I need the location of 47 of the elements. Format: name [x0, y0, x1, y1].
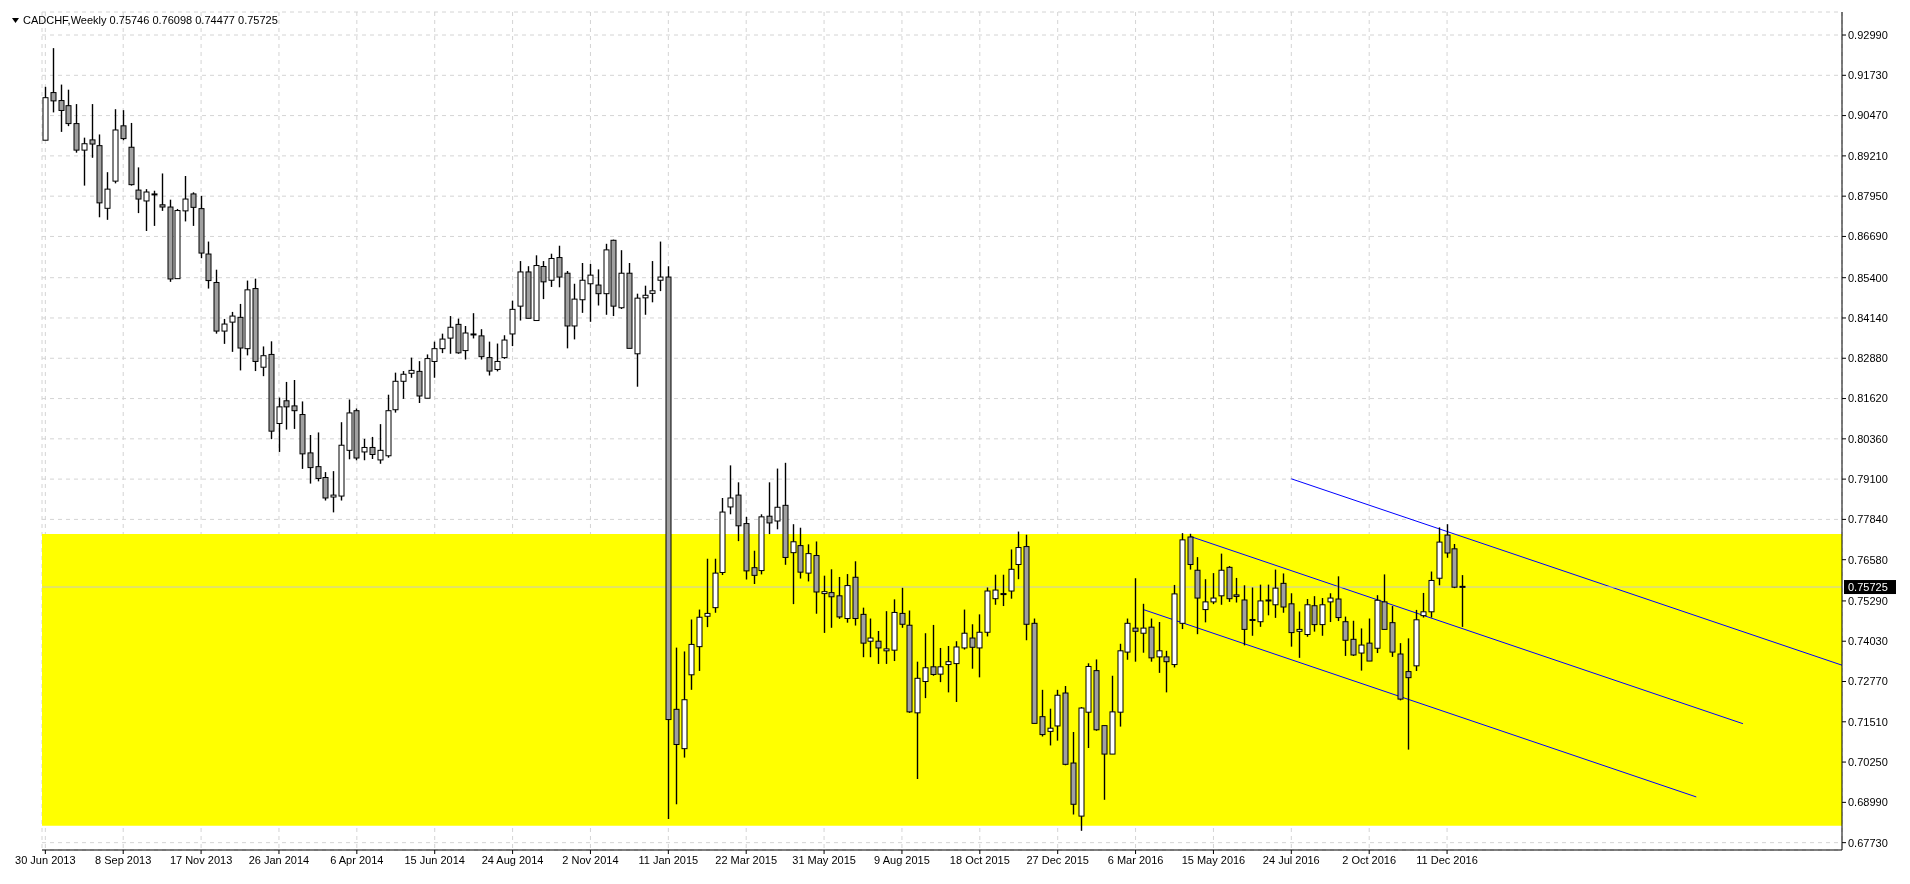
y-tick-label: 0.77840: [1848, 513, 1888, 526]
x-tick-label: 2 Oct 2016: [1342, 853, 1397, 866]
y-tick-label: 0.91730: [1848, 69, 1888, 82]
y-tick-label: 0.75290: [1848, 594, 1888, 607]
y-tick-label: 0.85400: [1848, 271, 1888, 284]
y-tick-label: 0.79100: [1848, 473, 1888, 486]
x-tick-label: 11 Jan 2015: [638, 853, 699, 866]
y-tick-label: 0.82880: [1848, 352, 1888, 365]
y-tick-label: 0.80360: [1848, 432, 1888, 445]
y-tick-label: 0.70250: [1848, 755, 1888, 768]
x-tick-label: 6 Apr 2014: [330, 853, 384, 866]
x-tick-label: 24 Aug 2014: [481, 853, 544, 866]
x-tick-label: 27 Dec 2015: [1026, 853, 1089, 866]
y-tick-label: 0.81620: [1848, 392, 1888, 405]
x-tick-label: 6 Mar 2016: [1107, 853, 1164, 866]
candlestick: [704, 558, 711, 628]
ref-line-label: 0.75725: [1848, 581, 1888, 594]
x-tick-label: 8 Sep 2013: [95, 853, 152, 866]
y-tick-label: 0.87950: [1848, 190, 1888, 203]
x-tick-label: 17 Nov 2013: [169, 853, 233, 866]
x-tick-label: 11 Dec 2016: [1416, 853, 1478, 866]
x-tick-label: 18 Oct 2015: [949, 853, 1010, 866]
y-tick-label: 0.76580: [1848, 553, 1888, 566]
y-tick-label: 0.92990: [1848, 28, 1888, 41]
x-tick-label: 30 Jun 2013: [15, 853, 76, 866]
x-tick-label: 15 Jun 2014: [404, 853, 465, 866]
y-tick-label: 0.74030: [1848, 635, 1888, 648]
candlestick: [501, 334, 508, 360]
x-tick-label: 26 Jan 2014: [248, 853, 310, 866]
y-tick-label: 0.68990: [1848, 796, 1888, 809]
y-tick-label: 0.89210: [1848, 149, 1888, 162]
y-tick-label: 0.67730: [1848, 836, 1888, 849]
x-tick-label: 24 Jul 2016: [1262, 853, 1320, 866]
y-tick-label: 0.71510: [1848, 715, 1888, 728]
x-tick-label: 15 May 2016: [1181, 853, 1246, 866]
candlestick: [1008, 548, 1015, 600]
y-tick-label: 0.90470: [1848, 109, 1888, 122]
candlestick: [649, 260, 656, 304]
x-tick-label: 2 Nov 2014: [562, 853, 619, 866]
y-tick-label: 0.86690: [1848, 230, 1888, 243]
chart-title: CADCHF,Weekly 0.75746 0.76098 0.74477 0.75725: [23, 14, 278, 26]
x-tick-label: 31 May 2015: [792, 853, 856, 866]
x-tick-label: 9 Aug 2015: [874, 853, 930, 866]
y-tick-label: 0.84140: [1848, 311, 1888, 324]
candlestick: [642, 284, 649, 316]
y-tick-label: 0.72770: [1848, 675, 1888, 688]
x-tick-label: 22 Mar 2015: [715, 853, 778, 866]
